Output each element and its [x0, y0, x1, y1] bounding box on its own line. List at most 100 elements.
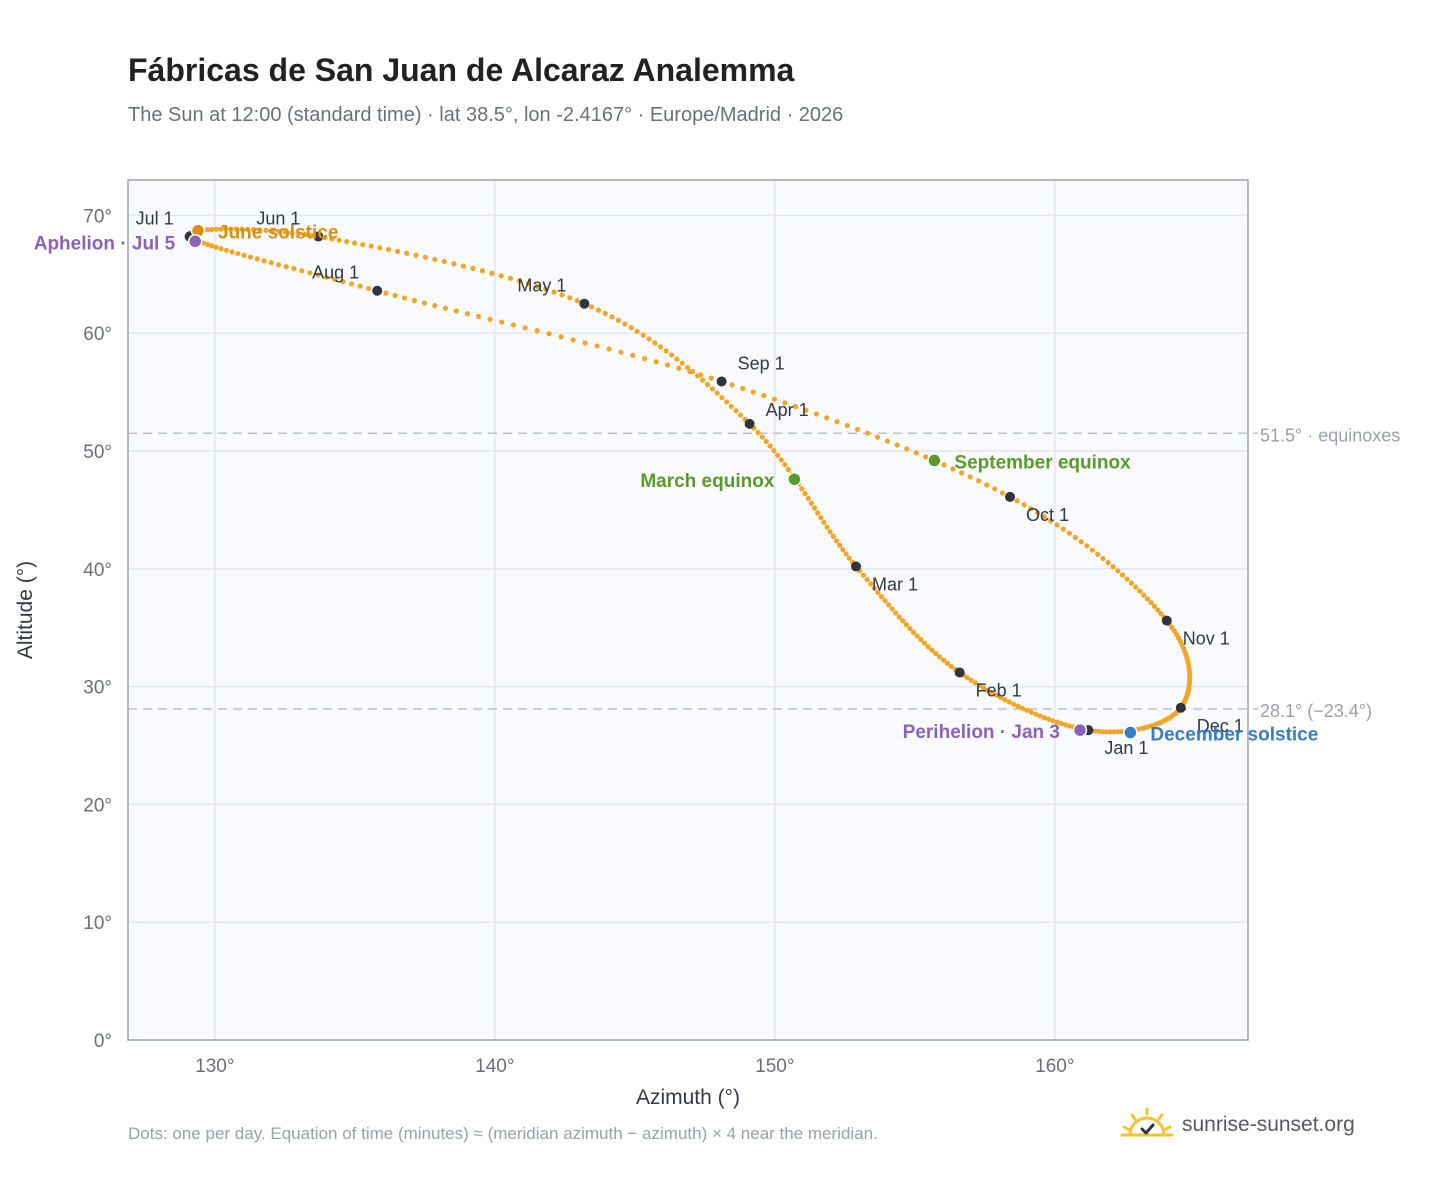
day-dot [759, 434, 765, 440]
day-dot [1048, 518, 1054, 524]
day-dot [700, 377, 706, 383]
day-dot [664, 362, 671, 368]
day-dot [1062, 722, 1068, 728]
day-dot [570, 337, 576, 343]
day-dot [261, 258, 267, 264]
day-dot [846, 555, 852, 561]
day-dot [588, 304, 595, 310]
day-dot [1128, 580, 1135, 586]
day-dot [1078, 539, 1084, 545]
month-label: Dec 1 [1197, 716, 1244, 736]
day-dot [1041, 714, 1047, 721]
month-marker [1005, 491, 1015, 502]
day-dot [837, 542, 843, 548]
day-dot [1028, 506, 1034, 512]
day-dot [884, 438, 890, 444]
day-dot [291, 266, 297, 272]
day-dot [204, 241, 211, 247]
day-dot [307, 270, 313, 276]
day-dot [724, 399, 730, 405]
day-dot [1133, 584, 1139, 590]
day-dot [1002, 697, 1008, 703]
reference-line-label: 28.1° (−23.4°) [1260, 701, 1372, 721]
day-dot [893, 610, 899, 616]
day-dot [622, 321, 628, 327]
day-dot [824, 415, 830, 421]
day-dot [821, 519, 827, 525]
y-tick-label: 40° [83, 560, 112, 581]
day-dot [1054, 719, 1060, 725]
day-dot [1115, 568, 1121, 574]
day-dot [941, 462, 947, 468]
day-dot [933, 650, 939, 657]
special-point-label: Perihelion · Jan 3 [903, 722, 1060, 743]
day-dot [903, 622, 910, 628]
special-point [187, 234, 203, 249]
day-dot [209, 226, 215, 233]
day-dot [510, 322, 517, 328]
day-dot [1151, 603, 1158, 609]
month-label: Sep 1 [738, 353, 785, 373]
day-dot [1107, 729, 1113, 735]
day-dot [213, 226, 219, 232]
day-dot [860, 572, 867, 578]
day-dot [641, 355, 648, 362]
day-dot [824, 524, 830, 530]
day-dot [470, 265, 476, 271]
day-dot [360, 241, 366, 248]
y-tick-label: 70° [83, 206, 112, 227]
day-dot [1014, 498, 1020, 504]
special-point-label: March equinox [640, 471, 775, 492]
day-dot [250, 226, 257, 233]
day-dot [282, 229, 288, 235]
day-dot [254, 256, 260, 262]
day-dot [640, 332, 646, 338]
day-dot [283, 264, 289, 270]
day-dot [668, 352, 675, 358]
day-dot [813, 411, 819, 417]
day-dot [487, 316, 493, 322]
day-dot [929, 647, 935, 653]
day-dot [1046, 716, 1052, 722]
day-dot [709, 386, 715, 392]
special-point-label: December solstice [1150, 725, 1318, 746]
month-marker [579, 298, 590, 309]
brand-logo[interactable]: sunrise-sunset.org [1120, 1100, 1355, 1150]
day-dot [975, 478, 982, 484]
day-dot [907, 625, 913, 632]
day-dot [233, 226, 239, 232]
day-dot [558, 334, 564, 340]
day-dot [1089, 547, 1095, 553]
day-dot [782, 462, 788, 468]
day-dot [295, 230, 302, 237]
month-label: Feb 1 [976, 680, 1022, 700]
day-dot [630, 352, 636, 358]
day-dot [516, 278, 523, 284]
day-dot [1072, 534, 1078, 541]
day-dot [733, 408, 739, 414]
axis-ticks: 130° 140° 150° 160° 0° 10° 20° 30° 40° 50° 60° 70° [83, 206, 1074, 1077]
day-dot [348, 281, 355, 287]
day-dot [1066, 723, 1073, 729]
day-dot [843, 551, 849, 557]
day-dot [840, 547, 846, 553]
day-dot [1033, 711, 1039, 717]
x-tick-label: 130° [195, 1056, 234, 1077]
day-dot [1035, 510, 1041, 516]
day-dot [805, 495, 811, 502]
day-dot [634, 328, 640, 334]
day-dot [921, 640, 928, 646]
day-dot [799, 486, 805, 492]
day-dot [653, 359, 659, 365]
day-dot [782, 400, 788, 406]
day-dot [923, 454, 929, 460]
day-dot [534, 283, 540, 289]
day-dot [276, 262, 282, 268]
day-dot [543, 286, 549, 292]
day-dot [684, 364, 691, 371]
reference-line-label: 51.5° · equinoxes [1260, 425, 1400, 445]
day-dot [534, 328, 540, 334]
day-dot [1011, 701, 1017, 707]
day-dot [1144, 596, 1151, 602]
day-dot [1028, 709, 1034, 715]
